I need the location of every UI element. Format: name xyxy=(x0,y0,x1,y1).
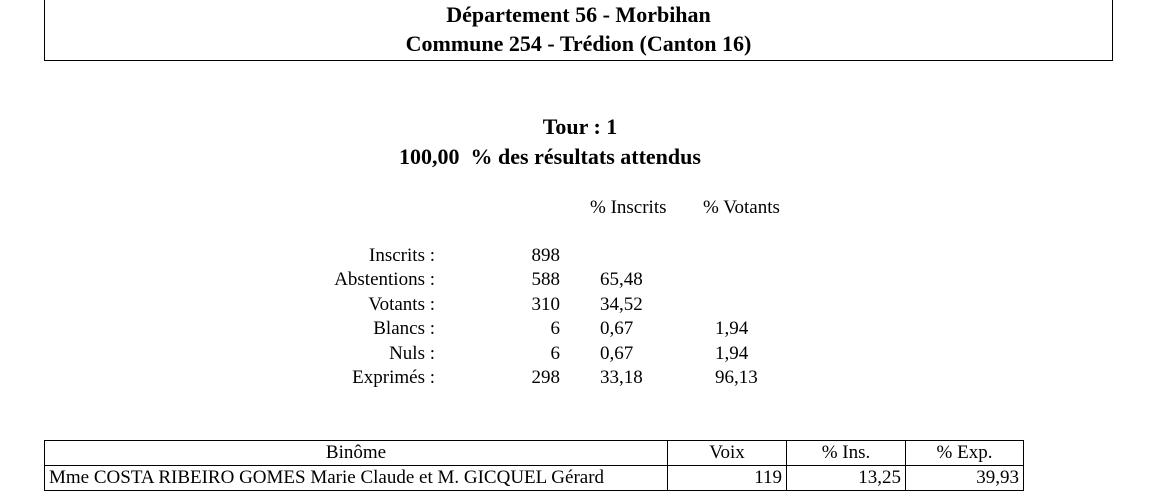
col-pct-exp: % Exp. xyxy=(905,440,1024,466)
results-table: Binôme Voix % Ins. % Exp. Mme COSTA RIBE… xyxy=(44,440,1024,491)
pct-exp: 39,93 xyxy=(905,465,1024,491)
stat-label: Blancs : xyxy=(373,318,435,340)
stat-label: Abstentions : xyxy=(334,269,435,291)
stat-value: 298 xyxy=(531,367,561,388)
commune-title: Commune 254 - Trédion (Canton 16) xyxy=(405,31,752,56)
stat-value: 310 xyxy=(531,293,561,315)
col-header-pct-inscrits: % Inscrits xyxy=(590,197,667,218)
department-title: Département 56 - Morbihan xyxy=(446,2,711,27)
stat-value: 6 xyxy=(550,342,561,364)
stat-pct-inscrits: 34,52 xyxy=(600,293,643,315)
col-header-pct-votants: % Votants xyxy=(703,197,780,218)
voix: 119 xyxy=(667,465,787,491)
stat-pct-votants: 1,94 xyxy=(715,318,749,340)
page-header: Département 56 - Morbihan Commune 254 - … xyxy=(44,0,1113,61)
stat-value: 588 xyxy=(531,269,561,291)
stat-label: Inscrits : xyxy=(369,245,435,266)
table-row: Mme COSTA RIBEIRO GOMES Marie Claude et … xyxy=(44,465,1024,491)
stat-pct-inscrits: 0,67 xyxy=(600,342,634,364)
stat-pct-votants: 1,94 xyxy=(715,342,749,364)
col-pct-ins: % Ins. xyxy=(786,440,906,466)
stat-value: 898 xyxy=(531,245,561,266)
col-binome: Binôme xyxy=(44,440,668,466)
col-voix: Voix xyxy=(667,440,787,466)
stat-value: 6 xyxy=(550,318,561,340)
stat-pct-votants: 96,13 xyxy=(715,367,758,388)
tour-title: Tour : 1 xyxy=(542,114,618,139)
pct-ins: 13,25 xyxy=(786,465,906,491)
stat-label: Votants : xyxy=(368,293,435,315)
stat-pct-inscrits: 0,67 xyxy=(600,318,634,340)
stat-pct-inscrits: 33,18 xyxy=(600,367,643,388)
stat-label: Nuls : xyxy=(389,342,435,364)
stat-label: Exprimés : xyxy=(352,367,435,388)
table-header-row: Binôme Voix % Ins. % Exp. xyxy=(44,440,1024,466)
candidate-name: Mme COSTA RIBEIRO GOMES Marie Claude et … xyxy=(44,465,668,491)
results-progress: 100,00 % des résultats attendus xyxy=(399,144,701,169)
stat-pct-inscrits: 65,48 xyxy=(600,269,643,291)
